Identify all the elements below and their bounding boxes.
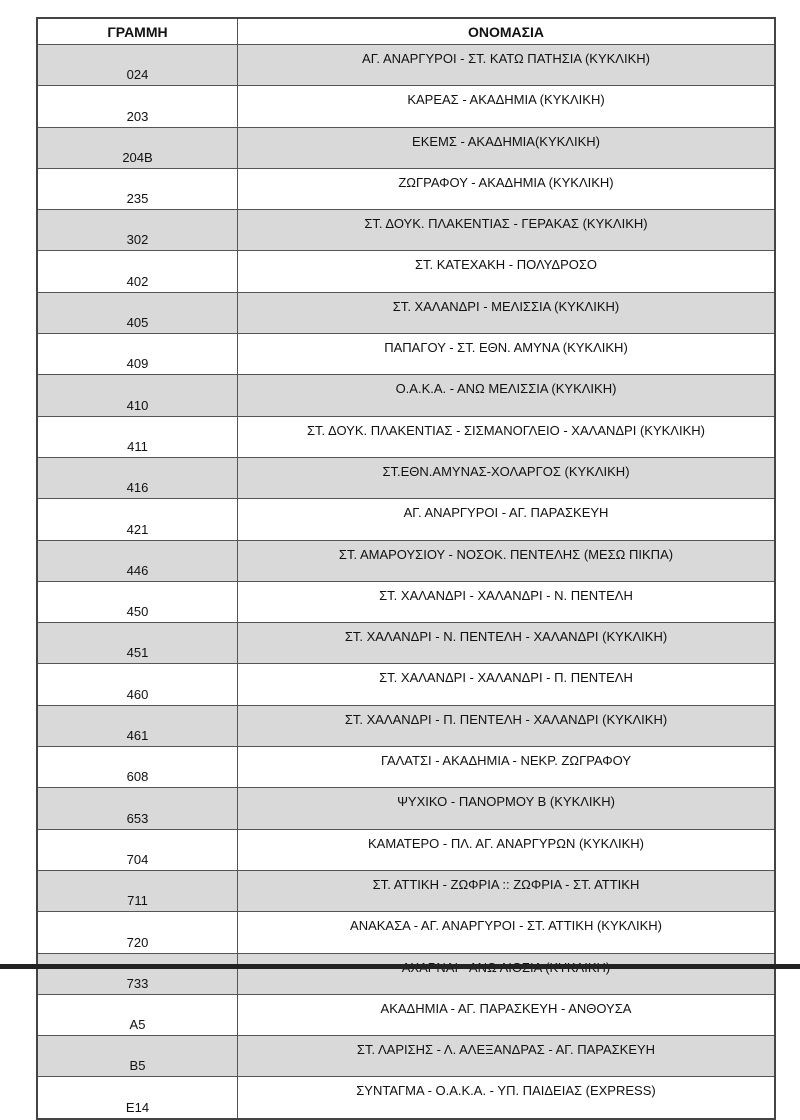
line-name: ΣΤ. ΔΟΥΚ. ΠΛΑΚΕΝΤΙΑΣ - ΓΕΡΑΚΑΣ (ΚΥΚΛΙΚΗ) (237, 209, 776, 252)
table-row: 411 ΣΤ. ΔΟΥΚ. ΠΛΑΚΕΝΤΙΑΣ - ΣΙΣΜΑΝΟΓΛΕΙΟ -… (36, 415, 776, 458)
line-code: 608 (36, 746, 238, 789)
table-row: 460 ΣΤ. ΧΑΛΑΝΔΡΙ - ΧΑΛΑΝΔΡΙ - Π. ΠΕΝΤΕΛΗ (36, 663, 776, 706)
line-code: 460 (36, 663, 238, 706)
line-name: ΣΤ. ΑΜΑΡΟΥΣΙΟΥ - ΝΟΣΟΚ. ΠΕΝΤΕΛΗΣ (ΜΕΣΩ Π… (237, 539, 776, 582)
line-code: 461 (36, 704, 238, 748)
line-code: Α5 (36, 993, 238, 1037)
table-row: 405 ΣΤ. ΧΑΛΑΝΔΡΙ - ΜΕΛΙΣΣΙΑ (ΚΥΚΛΙΚΗ) (36, 291, 776, 335)
table-row: 608 ΓΑΛΑΤΣΙ - ΑΚΑΔΗΜΙΑ - ΝΕΚΡ. ΖΩΓΡΑΦΟΥ (36, 746, 776, 789)
table-row: 204Β ΕΚΕΜΣ - ΑΚΑΔΗΜΙΑ(ΚΥΚΛΙΚΗ) (36, 126, 776, 169)
line-code: 203 (36, 85, 238, 128)
table-row: 416 ΣΤ.ΕΘΝ.ΑΜΥΝΑΣ-ΧΟΛΑΡΓΟΣ (ΚΥΚΛΙΚΗ) (36, 456, 776, 500)
table-row: 450 ΣΤ. ΧΑΛΑΝΔΡΙ - ΧΑΛΑΝΔΡΙ - Ν. ΠΕΝΤΕΛΗ (36, 580, 776, 624)
line-code: 421 (36, 498, 238, 541)
line-code: 416 (36, 456, 238, 500)
line-code: 704 (36, 828, 238, 871)
line-code: 653 (36, 787, 238, 830)
line-code: 302 (36, 209, 238, 252)
line-code: 409 (36, 333, 238, 376)
line-name: ΣΤ. ΧΑΛΑΝΔΡΙ - Π. ΠΕΝΤΕΛΗ - ΧΑΛΑΝΔΡΙ (ΚΥ… (237, 704, 776, 748)
line-name: ΣΤ. ΑΤΤΙΚΗ - ΖΩΦΡΙΑ :: ΖΩΦΡΙΑ - ΣΤ. ΑΤΤΙ… (237, 869, 776, 913)
line-name: ΣΤ.ΕΘΝ.ΑΜΥΝΑΣ-ΧΟΛΑΡΓΟΣ (ΚΥΚΛΙΚΗ) (237, 456, 776, 500)
table-row: 421 ΑΓ. ΑΝΑΡΓΥΡΟΙ - ΑΓ. ΠΑΡΑΣΚΕΥΗ (36, 498, 776, 541)
header-name: ΟΝΟΜΑΣΙΑ (237, 17, 776, 45)
line-code: 024 (36, 43, 238, 87)
line-name: ΣΤ. ΧΑΛΑΝΔΡΙ - ΧΑΛΑΝΔΡΙ - Ν. ΠΕΝΤΕΛΗ (237, 580, 776, 624)
line-name: ΖΩΓΡΑΦΟΥ - ΑΚΑΔΗΜΙΑ (ΚΥΚΛΙΚΗ) (237, 167, 776, 211)
table-row: 203 ΚΑΡΕΑΣ - ΑΚΑΔΗΜΙΑ (ΚΥΚΛΙΚΗ) (36, 85, 776, 128)
line-name: ΣΤ. ΧΑΛΑΝΔΡΙ - ΜΕΛΙΣΣΙΑ (ΚΥΚΛΙΚΗ) (237, 291, 776, 335)
table-row: 653 ΨΥΧΙΚΟ - ΠΑΝΟΡΜΟΥ Β (ΚΥΚΛΙΚΗ) (36, 787, 776, 830)
line-code: 733 (36, 952, 238, 995)
line-name: ΑΚΑΔΗΜΙΑ - ΑΓ. ΠΑΡΑΣΚΕΥΗ - ΑΝΘΟΥΣΑ (237, 993, 776, 1037)
line-code: Β5 (36, 1035, 238, 1078)
bus-lines-table: ΓΡΑΜΜΗ ΟΝΟΜΑΣΙΑ 024 ΑΓ. ΑΝΑΡΓΥΡΟΙ - ΣΤ. Κ… (36, 17, 776, 1120)
table-row: Ε14 ΣΥΝΤΑΓΜΑ - Ο.Α.Κ.Α. - ΥΠ. ΠΑΙΔΕΙΑΣ (E… (36, 1076, 776, 1120)
table-row: 720 ΑΝΑΚΑΣΑ - ΑΓ. ΑΝΑΡΓΥΡΟΙ - ΣΤ. ΑΤΤΙΚΗ … (36, 911, 776, 954)
table-row: 704 ΚΑΜΑΤΕΡΟ - ΠΛ. ΑΓ. ΑΝΑΡΓΥΡΩΝ (ΚΥΚΛΙΚΗ… (36, 828, 776, 871)
line-code: 711 (36, 869, 238, 913)
line-name: ΓΑΛΑΤΣΙ - ΑΚΑΔΗΜΙΑ - ΝΕΚΡ. ΖΩΓΡΑΦΟΥ (237, 746, 776, 789)
line-name: ΑΓ. ΑΝΑΡΓΥΡΟΙ - ΑΓ. ΠΑΡΑΣΚΕΥΗ (237, 498, 776, 541)
line-code: 405 (36, 291, 238, 335)
line-code: 402 (36, 250, 238, 293)
line-name: ΨΥΧΙΚΟ - ΠΑΝΟΡΜΟΥ Β (ΚΥΚΛΙΚΗ) (237, 787, 776, 830)
table-header-row: ΓΡΑΜΜΗ ΟΝΟΜΑΣΙΑ (36, 17, 776, 45)
line-name: ΕΚΕΜΣ - ΑΚΑΔΗΜΙΑ(ΚΥΚΛΙΚΗ) (237, 126, 776, 169)
page-bottom-border (0, 964, 800, 969)
line-code: 450 (36, 580, 238, 624)
line-name: ΚΑΜΑΤΕΡΟ - ΠΛ. ΑΓ. ΑΝΑΡΓΥΡΩΝ (ΚΥΚΛΙΚΗ) (237, 828, 776, 871)
table-row: 410 Ο.Α.Κ.Α. - ΑΝΩ ΜΕΛΙΣΣΙΑ (ΚΥΚΛΙΚΗ) (36, 374, 776, 417)
header-line: ΓΡΑΜΜΗ (36, 17, 238, 45)
line-code: 235 (36, 167, 238, 211)
line-name: ΣΤ. ΛΑΡΙΣΗΣ - Λ. ΑΛΕΞΑΝΔΡΑΣ - ΑΓ. ΠΑΡΑΣΚ… (237, 1035, 776, 1078)
line-name: ΣΤ. ΧΑΛΑΝΔΡΙ - ΧΑΛΑΝΔΡΙ - Π. ΠΕΝΤΕΛΗ (237, 663, 776, 706)
table-row: Α5 ΑΚΑΔΗΜΙΑ - ΑΓ. ΠΑΡΑΣΚΕΥΗ - ΑΝΘΟΥΣΑ (36, 993, 776, 1037)
table-row: 409 ΠΑΠΑΓΟΥ - ΣΤ. ΕΘΝ. ΑΜΥΝΑ (ΚΥΚΛΙΚΗ) (36, 333, 776, 376)
table-row: Β5 ΣΤ. ΛΑΡΙΣΗΣ - Λ. ΑΛΕΞΑΝΔΡΑΣ - ΑΓ. ΠΑΡΑ… (36, 1035, 776, 1078)
line-name: ΚΑΡΕΑΣ - ΑΚΑΔΗΜΙΑ (ΚΥΚΛΙΚΗ) (237, 85, 776, 128)
line-code: 204Β (36, 126, 238, 169)
line-code: 446 (36, 539, 238, 582)
table-row: 402 ΣΤ. ΚΑΤΕΧΑΚΗ - ΠΟΛΥΔΡΟΣΟ (36, 250, 776, 293)
line-code: 720 (36, 911, 238, 954)
line-name: Ο.Α.Κ.Α. - ΑΝΩ ΜΕΛΙΣΣΙΑ (ΚΥΚΛΙΚΗ) (237, 374, 776, 417)
line-code: 451 (36, 622, 238, 665)
table-row: 024 ΑΓ. ΑΝΑΡΓΥΡΟΙ - ΣΤ. ΚΑΤΩ ΠΑΤΗΣΙΑ (ΚΥΚ… (36, 43, 776, 87)
line-name: ΣΤ. ΚΑΤΕΧΑΚΗ - ΠΟΛΥΔΡΟΣΟ (237, 250, 776, 293)
line-name: ΑΝΑΚΑΣΑ - ΑΓ. ΑΝΑΡΓΥΡΟΙ - ΣΤ. ΑΤΤΙΚΗ (ΚΥ… (237, 911, 776, 954)
table-row: 733ΑΧΑΡΝΑΙ - ΑΝΩ ΛΙΟΣΙΑ (ΚΥΚΛΙΚΗ) (36, 952, 776, 995)
line-name: ΠΑΠΑΓΟΥ - ΣΤ. ΕΘΝ. ΑΜΥΝΑ (ΚΥΚΛΙΚΗ) (237, 333, 776, 376)
line-name: ΣΥΝΤΑΓΜΑ - Ο.Α.Κ.Α. - ΥΠ. ΠΑΙΔΕΙΑΣ (EXPR… (237, 1076, 776, 1120)
line-code: 411 (36, 415, 238, 458)
line-name: ΑΧΑΡΝΑΙ - ΑΝΩ ΛΙΟΣΙΑ (ΚΥΚΛΙΚΗ) (237, 952, 776, 995)
table-row: 461 ΣΤ. ΧΑΛΑΝΔΡΙ - Π. ΠΕΝΤΕΛΗ - ΧΑΛΑΝΔΡΙ … (36, 704, 776, 748)
table-row: 451 ΣΤ. ΧΑΛΑΝΔΡΙ - Ν. ΠΕΝΤΕΛΗ - ΧΑΛΑΝΔΡΙ … (36, 622, 776, 665)
table-row: 711 ΣΤ. ΑΤΤΙΚΗ - ΖΩΦΡΙΑ :: ΖΩΦΡΙΑ - ΣΤ. Α… (36, 869, 776, 913)
line-name: ΣΤ. ΧΑΛΑΝΔΡΙ - Ν. ΠΕΝΤΕΛΗ - ΧΑΛΑΝΔΡΙ (ΚΥ… (237, 622, 776, 665)
line-name: ΣΤ. ΔΟΥΚ. ΠΛΑΚΕΝΤΙΑΣ - ΣΙΣΜΑΝΟΓΛΕΙΟ - ΧΑ… (237, 415, 776, 458)
line-code: 410 (36, 374, 238, 417)
line-code: Ε14 (36, 1076, 238, 1120)
line-name: ΑΓ. ΑΝΑΡΓΥΡΟΙ - ΣΤ. ΚΑΤΩ ΠΑΤΗΣΙΑ (ΚΥΚΛΙΚ… (237, 43, 776, 87)
table-row: 302 ΣΤ. ΔΟΥΚ. ΠΛΑΚΕΝΤΙΑΣ - ΓΕΡΑΚΑΣ (ΚΥΚΛΙ… (36, 209, 776, 252)
table-row: 446 ΣΤ. ΑΜΑΡΟΥΣΙΟΥ - ΝΟΣΟΚ. ΠΕΝΤΕΛΗΣ (ΜΕΣ… (36, 539, 776, 582)
table-row: 235 ΖΩΓΡΑΦΟΥ - ΑΚΑΔΗΜΙΑ (ΚΥΚΛΙΚΗ) (36, 167, 776, 211)
